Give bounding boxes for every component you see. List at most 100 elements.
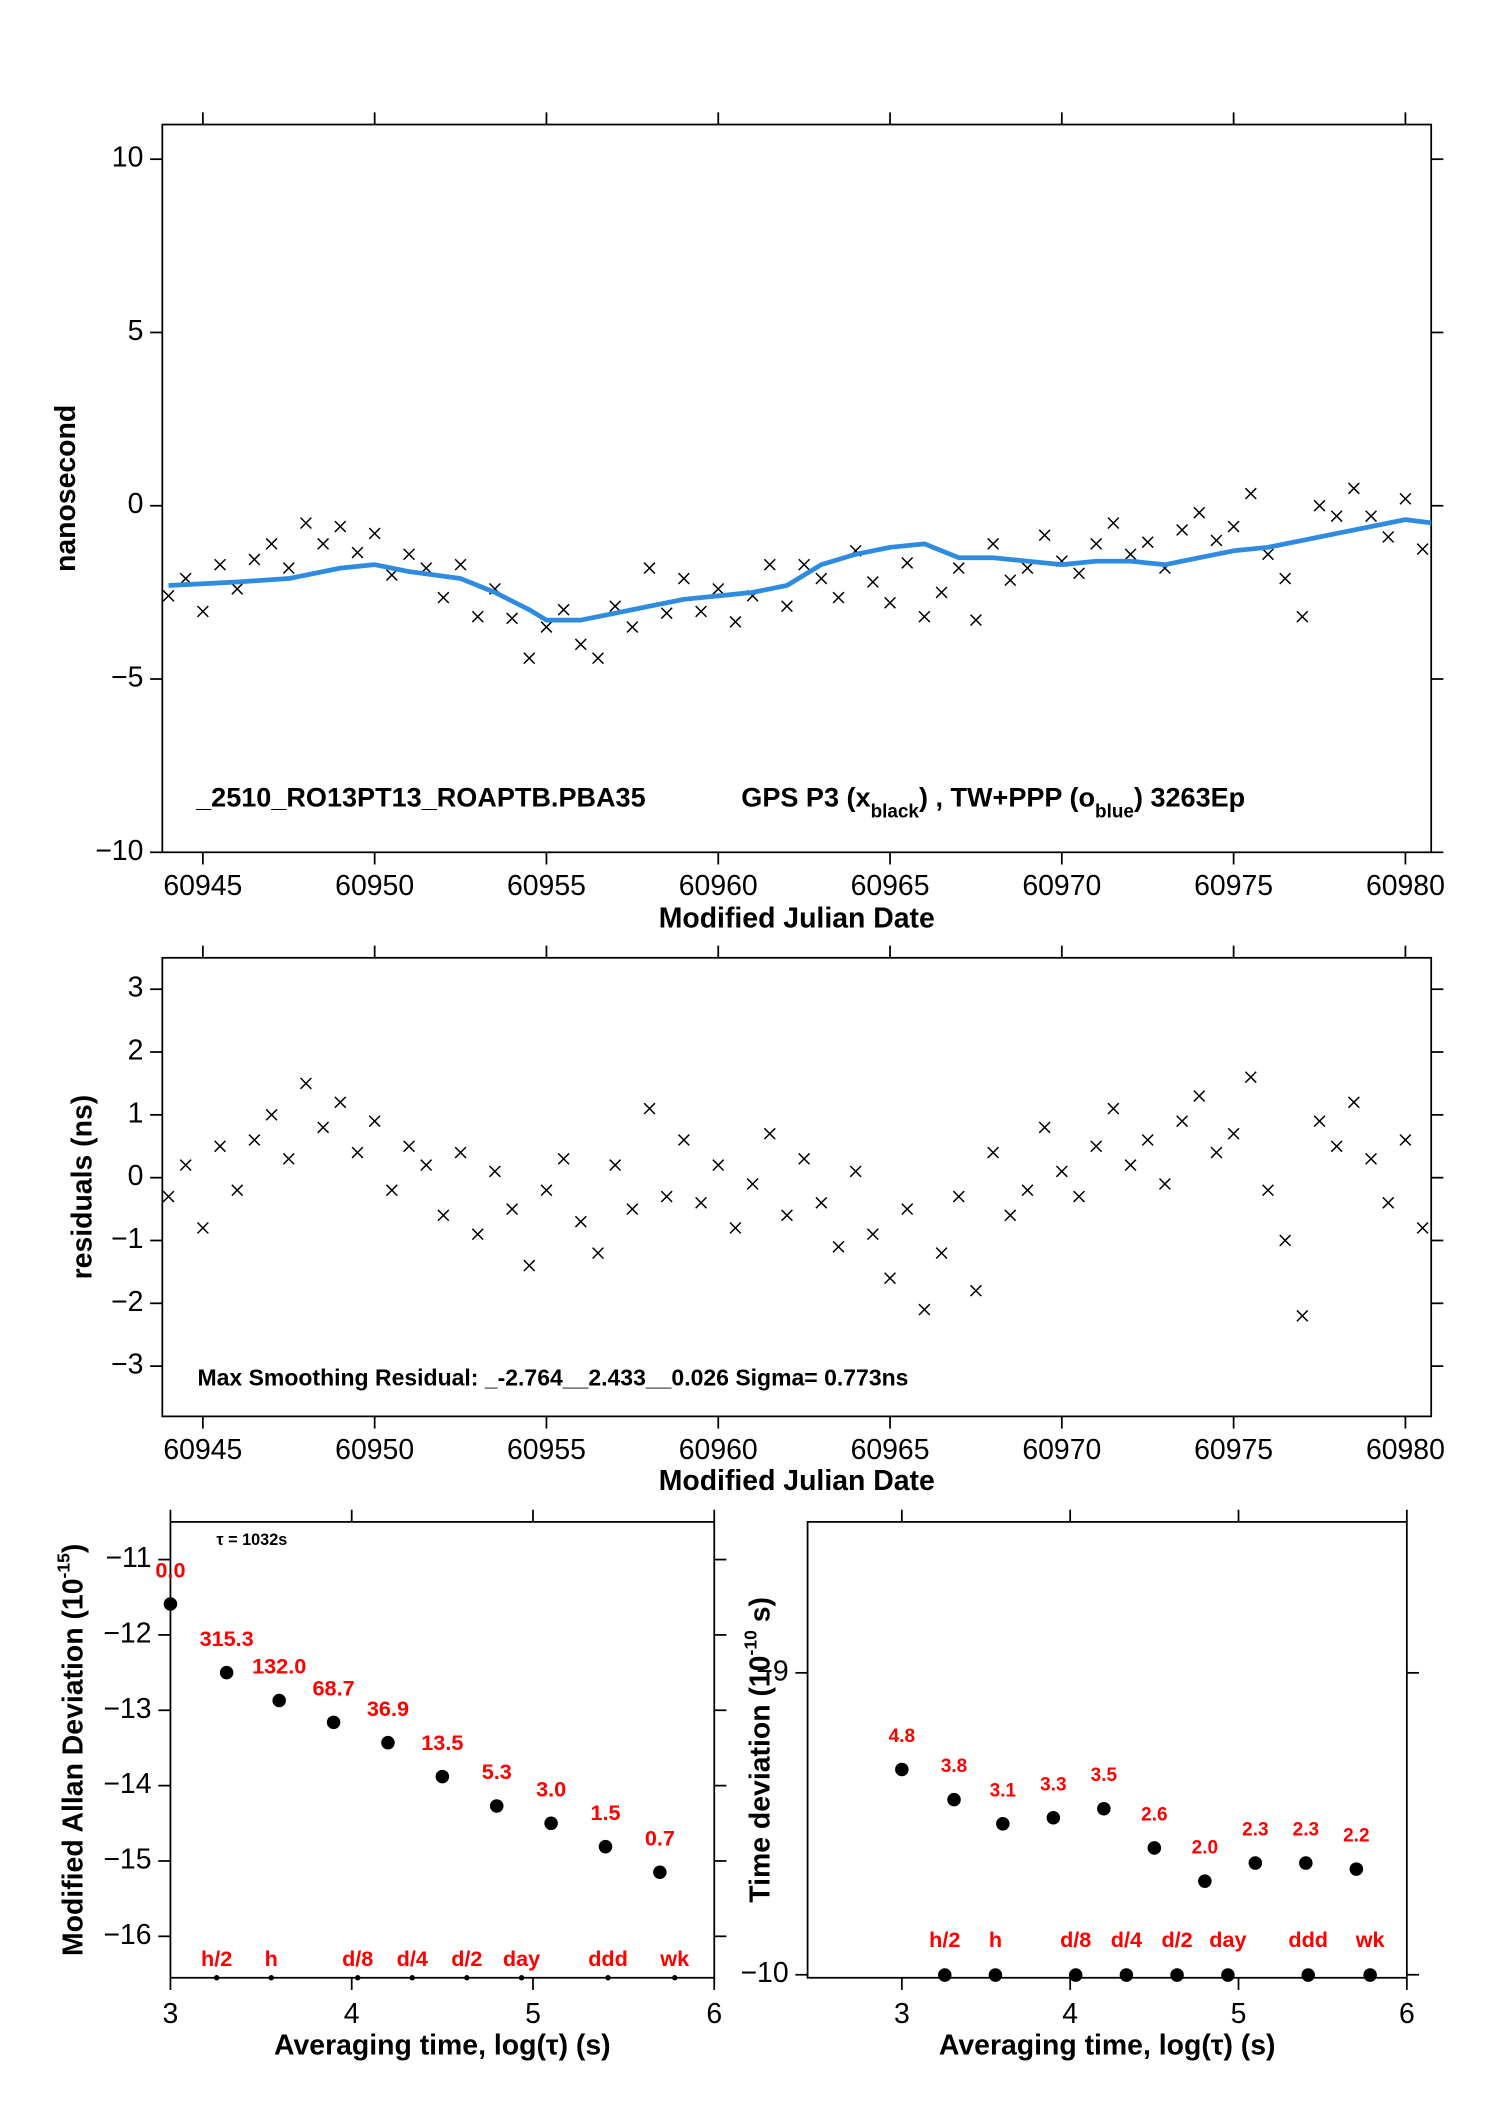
x-marker xyxy=(454,558,467,571)
point-label: 13.5 xyxy=(421,1730,463,1755)
x-marker xyxy=(282,1152,295,1165)
annotation-id: _2510_RO13PT13_ROAPTB.PBA35 xyxy=(195,782,646,812)
x-marker xyxy=(1399,492,1412,505)
x-marker xyxy=(265,537,278,550)
x-axis-title: Averaging time, log(τ) (s) xyxy=(274,2029,611,2061)
x-marker xyxy=(1124,1159,1137,1172)
reference-mark xyxy=(213,1975,220,1981)
x-marker xyxy=(849,1165,862,1178)
reference-label: day xyxy=(503,1946,540,1971)
x-marker xyxy=(1296,1309,1309,1322)
x-marker xyxy=(1073,1190,1085,1203)
x-marker xyxy=(523,1259,536,1272)
x-marker xyxy=(557,1152,570,1165)
x-marker xyxy=(952,1190,965,1203)
x-marker xyxy=(454,1146,467,1159)
data-point xyxy=(1349,1862,1364,1876)
reference-label: wk xyxy=(1355,1927,1386,1952)
x-marker xyxy=(437,591,450,604)
point-label: 1.5 xyxy=(590,1800,620,1825)
x-tick-label: 60980 xyxy=(1366,870,1445,902)
x-marker xyxy=(1330,1140,1343,1153)
data-point xyxy=(1248,1856,1263,1870)
x-marker xyxy=(231,582,244,595)
data-point xyxy=(1198,1874,1212,1888)
x-tick-label: 60950 xyxy=(335,1434,414,1466)
x-marker xyxy=(351,1146,364,1159)
point-label: 2.3 xyxy=(1293,1820,1319,1841)
point-label: 3.1 xyxy=(990,1780,1016,1801)
x-marker xyxy=(162,1190,175,1203)
x-marker xyxy=(334,520,347,533)
x-marker xyxy=(781,600,793,613)
y-tick-label: −3 xyxy=(111,1349,143,1381)
plot-frame xyxy=(161,123,1433,854)
x-marker xyxy=(1244,1071,1257,1084)
x-tick-label: 60970 xyxy=(1022,1434,1101,1466)
x-tick-label: 60975 xyxy=(1194,1434,1273,1466)
y-tick-label: −10 xyxy=(95,835,143,867)
x-tick-label: 5 xyxy=(1231,1998,1247,2030)
x-marker xyxy=(385,1184,398,1197)
x-marker xyxy=(403,548,415,561)
x-marker xyxy=(1210,1146,1223,1159)
x-marker xyxy=(248,1134,261,1146)
data-point xyxy=(163,1597,178,1611)
x-marker xyxy=(1365,510,1377,523)
x-marker xyxy=(935,586,948,599)
x-tick-label: 60980 xyxy=(1366,1434,1445,1466)
x-marker xyxy=(832,591,845,604)
data-point xyxy=(1299,1856,1313,1870)
x-marker xyxy=(609,600,622,613)
x-marker xyxy=(1176,524,1189,536)
x-marker xyxy=(1244,487,1257,500)
reference-mark xyxy=(1363,1968,1377,1982)
point-label: 5.3 xyxy=(482,1759,512,1784)
y-tick-label: −9 xyxy=(756,1655,788,1687)
x-tick-label: 4 xyxy=(1062,1998,1078,2030)
x-tick-label: 3 xyxy=(894,1998,910,2030)
x-marker xyxy=(300,1077,312,1090)
data-point xyxy=(381,1735,395,1750)
x-marker xyxy=(1021,562,1034,575)
x-tick-label: 60960 xyxy=(679,1434,758,1466)
reference-label: d/8 xyxy=(1060,1927,1091,1952)
y-tick-label: 3 xyxy=(128,972,144,1004)
point-label: 2.6 xyxy=(1141,1804,1167,1825)
x-tick-label: 6 xyxy=(1399,1998,1415,2030)
x-marker xyxy=(746,1178,759,1190)
x-marker xyxy=(918,610,931,623)
x-marker xyxy=(1004,1209,1017,1222)
x-tick-label: 5 xyxy=(525,1998,541,2030)
x-marker xyxy=(540,1184,553,1197)
x-tick-label: 60960 xyxy=(679,870,758,902)
x-marker xyxy=(437,1209,450,1222)
reference-mark xyxy=(464,1975,470,1981)
reference-mark xyxy=(1221,1968,1235,1982)
x-marker xyxy=(265,1108,278,1121)
x-marker xyxy=(1090,537,1103,550)
x-marker xyxy=(179,1159,192,1172)
data-layer xyxy=(162,482,1432,665)
x-marker xyxy=(695,605,708,618)
y-tick-label: 2 xyxy=(128,1035,144,1067)
x-marker xyxy=(969,1284,982,1297)
y-axis-title-part: ) xyxy=(57,1544,89,1553)
x-marker xyxy=(196,605,209,618)
y-tick-label: −10 xyxy=(740,1957,788,1989)
y-tick-label: −14 xyxy=(103,1768,151,1800)
x-marker xyxy=(815,1196,828,1209)
x-tick-label: 60965 xyxy=(851,870,930,902)
x-marker xyxy=(1038,529,1051,542)
y-axis-title: Time deviation (10-10 s) xyxy=(740,1597,776,1903)
x-marker xyxy=(1399,1134,1412,1146)
x-marker xyxy=(1382,1196,1395,1209)
reference-mark xyxy=(1119,1968,1134,1982)
x-marker xyxy=(506,612,519,625)
point-label: 3.3 xyxy=(1040,1774,1066,1795)
data-point xyxy=(947,1792,961,1807)
x-marker xyxy=(1141,1134,1154,1146)
point-label: 3.8 xyxy=(941,1756,967,1777)
x-marker xyxy=(1193,506,1206,519)
